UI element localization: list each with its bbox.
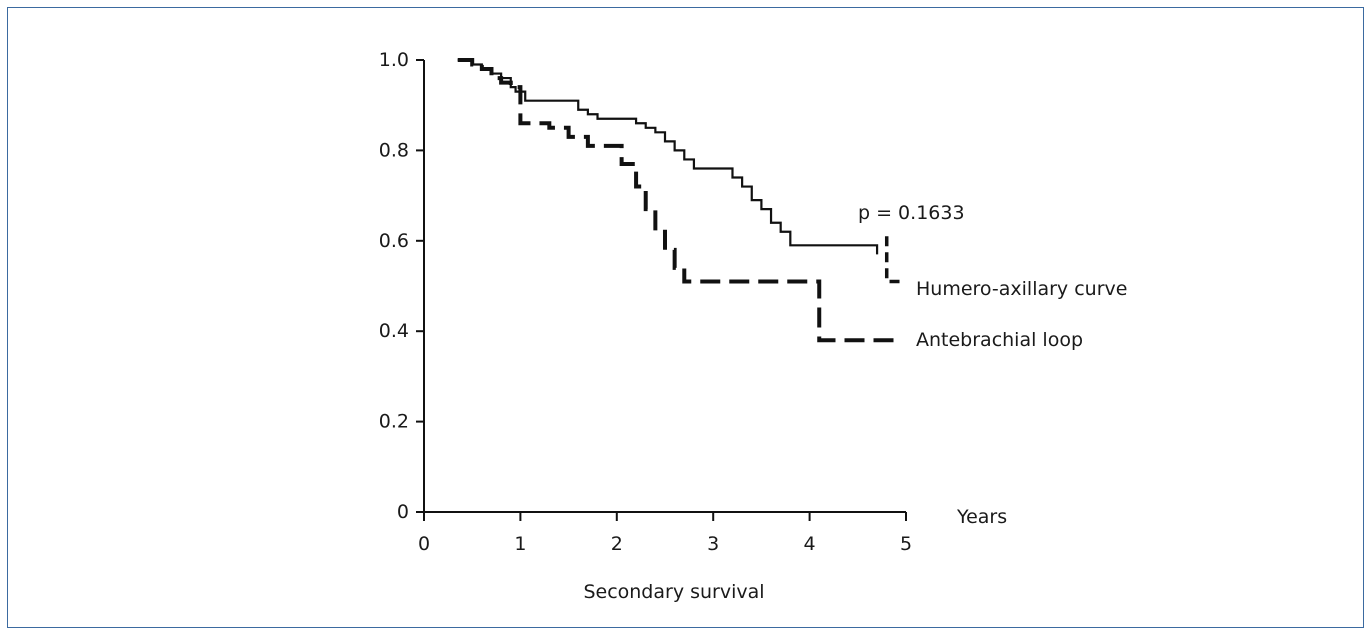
y-tick-label: 0: [397, 501, 409, 523]
x-axis-label: Years: [956, 506, 1007, 528]
series-tail-humero-axillary: [884, 236, 902, 284]
x-tick-label: 5: [900, 533, 912, 555]
series-label-antebrachial: Antebrachial loop: [916, 329, 1083, 351]
y-tick-label: 1.0: [379, 49, 409, 71]
x-tick-label: 0: [418, 533, 430, 555]
x-tick-label: 4: [804, 533, 816, 555]
figure-frame: [7, 7, 1364, 628]
series-layer: [457, 58, 902, 343]
y-tick-label: 0.4: [379, 320, 409, 342]
x-tick-label: 1: [514, 533, 526, 555]
x-tick-label: 2: [611, 533, 623, 555]
series-label-humero-axillary: Humero-axillary curve: [916, 278, 1127, 300]
axes: 0 0.2 0.4 0.6 0.8 1.0 0 1 2 3 4 5: [379, 49, 912, 555]
y-tick-label: 0.6: [379, 230, 409, 252]
figure-caption: Secondary survival: [583, 581, 764, 603]
series-line-antebrachial: [457, 58, 902, 343]
y-tick-label: 0.2: [379, 411, 409, 433]
series-line-humero-axillary: [457, 58, 879, 255]
x-tick-label: 3: [707, 533, 719, 555]
p-value-annotation: p = 0.1633: [858, 202, 965, 224]
y-tick-label: 0.8: [379, 139, 409, 161]
